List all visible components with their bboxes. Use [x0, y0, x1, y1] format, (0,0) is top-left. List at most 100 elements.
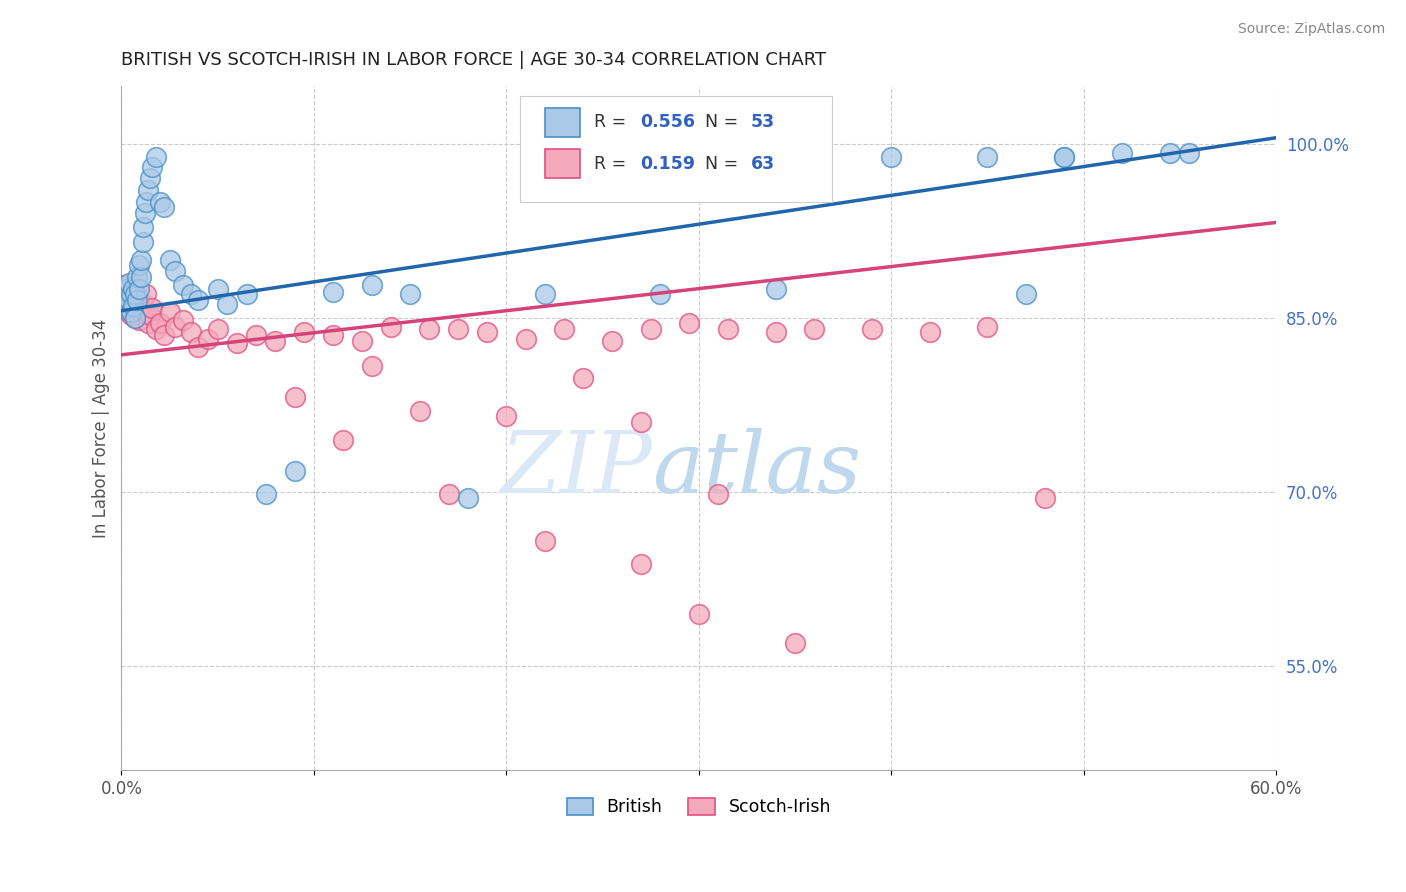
Point [138, 183, 160, 197]
Point [145, 322, 167, 336]
Point [254, 487, 277, 501]
Point [418, 322, 440, 336]
Point [134, 305, 156, 319]
Legend: British, Scotch-Irish: British, Scotch-Irish [560, 790, 838, 823]
Point [678, 317, 700, 331]
Point [141, 301, 163, 316]
Point [124, 287, 146, 301]
Point [447, 322, 470, 336]
Point [172, 278, 194, 293]
Point [129, 301, 152, 316]
Point [475, 325, 498, 339]
Point [976, 151, 998, 165]
Point [457, 491, 479, 505]
Point [1053, 151, 1076, 165]
Point [129, 252, 152, 267]
Point [533, 533, 555, 548]
Point [360, 359, 382, 374]
Y-axis label: In Labor Force | Age 30-34: In Labor Force | Age 30-34 [93, 318, 110, 538]
Point [284, 464, 307, 478]
Point [139, 171, 162, 186]
Point [152, 328, 174, 343]
Point [650, 287, 672, 301]
Text: 0.556: 0.556 [640, 113, 695, 131]
Point [180, 325, 202, 339]
Point [118, 276, 141, 290]
Text: 53: 53 [751, 113, 775, 131]
Point [495, 409, 517, 424]
Point [572, 371, 595, 385]
Text: Source: ZipAtlas.com: Source: ZipAtlas.com [1237, 22, 1385, 37]
Point [1159, 145, 1181, 160]
Point [114, 282, 136, 296]
Point [124, 310, 146, 325]
Point [292, 325, 315, 339]
Point [114, 290, 136, 304]
Text: ZIP: ZIP [501, 427, 652, 510]
Point [437, 487, 460, 501]
Point [120, 309, 142, 323]
Point [217, 297, 239, 311]
Point [860, 322, 883, 336]
Point [1033, 491, 1056, 505]
Point [284, 390, 307, 404]
Point [159, 305, 181, 319]
Point [122, 299, 145, 313]
Point [630, 415, 652, 429]
Text: R =: R = [593, 113, 631, 131]
Text: 63: 63 [751, 154, 775, 172]
Point [765, 282, 787, 296]
Point [245, 328, 267, 343]
Text: atlas: atlas [652, 427, 862, 510]
Point [1111, 145, 1133, 160]
Point [135, 194, 157, 209]
Text: R =: R = [593, 154, 631, 172]
Point [707, 487, 730, 501]
Point [134, 206, 156, 220]
Point [553, 322, 575, 336]
Point [165, 264, 187, 278]
Point [600, 334, 623, 348]
Point [360, 278, 382, 293]
Point [139, 309, 162, 323]
Point [131, 235, 153, 250]
Point [350, 334, 373, 348]
Point [159, 252, 181, 267]
Point [118, 293, 141, 308]
Point [880, 151, 903, 165]
Point [803, 322, 825, 336]
Point [187, 293, 209, 308]
Point [783, 635, 806, 649]
Point [225, 336, 247, 351]
Point [180, 287, 202, 301]
Point [1015, 287, 1038, 301]
Point [515, 332, 537, 346]
Point [124, 310, 146, 325]
Point [115, 301, 138, 316]
Point [172, 313, 194, 327]
Point [131, 220, 153, 235]
Point [235, 287, 257, 301]
Point [187, 340, 209, 354]
Point [122, 299, 145, 313]
Point [145, 151, 167, 165]
Point [322, 328, 344, 343]
Point [533, 287, 555, 301]
Point [380, 320, 402, 334]
Point [131, 297, 153, 311]
Point [207, 282, 229, 296]
Point [197, 332, 219, 346]
Text: N =: N = [704, 113, 744, 131]
Point [129, 270, 152, 285]
Point [1053, 151, 1076, 165]
Point [122, 282, 145, 296]
Point [1178, 145, 1201, 160]
Point [264, 334, 287, 348]
Point [120, 287, 142, 301]
Point [399, 287, 422, 301]
Point [128, 259, 150, 273]
Point [141, 160, 163, 174]
Point [765, 325, 787, 339]
Point [128, 282, 150, 296]
Point [112, 278, 135, 293]
